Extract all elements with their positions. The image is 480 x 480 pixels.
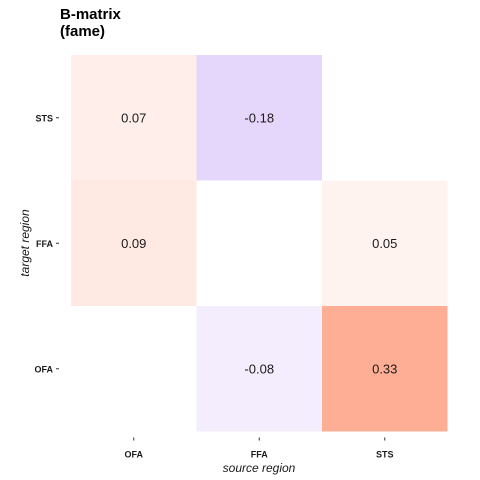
x-axis: OFA FFA STS [124,437,394,460]
heatmap-cell-ffa-to-ofa [196,306,322,432]
heatmap-cell-sts-to-ffa [322,180,448,306]
cell-value-label: 0.07 [121,110,146,125]
heatmap-cell-ofa-to-ffa [71,180,197,306]
x-tick-label-sts: STS [376,450,394,460]
chart-title-line-1: B-matrix [60,6,122,23]
heatmap-cell-sts-to-ofa [322,306,448,432]
y-axis-title: target region [18,209,32,277]
y-axis: OFA FFA STS [34,113,59,374]
chart-title-line-2: (fame) [60,23,105,40]
cell-value-label: -0.08 [244,361,274,376]
heatmap-cell-ofa-to-sts [71,55,197,181]
cell-value-label: 0.09 [121,236,146,251]
y-tick-label-ffa: FFA [36,239,53,249]
y-tick-label-ofa: OFA [34,364,53,374]
heatmap-cell-ffa-to-sts [196,55,322,181]
y-tick-label-sts: STS [35,113,53,123]
x-tick-label-ffa: FFA [251,450,268,460]
heatmap-cells [71,55,448,432]
x-axis-title: source region [223,461,296,475]
heatmap-cell-labels: 0.07 -0.18 0.09 0.05 -0.08 0.33 [121,110,397,376]
cell-value-label: -0.18 [244,110,274,125]
cell-value-label: 0.05 [372,236,397,251]
cell-value-label: 0.33 [372,361,397,376]
x-tick-label-ofa: OFA [124,450,143,460]
